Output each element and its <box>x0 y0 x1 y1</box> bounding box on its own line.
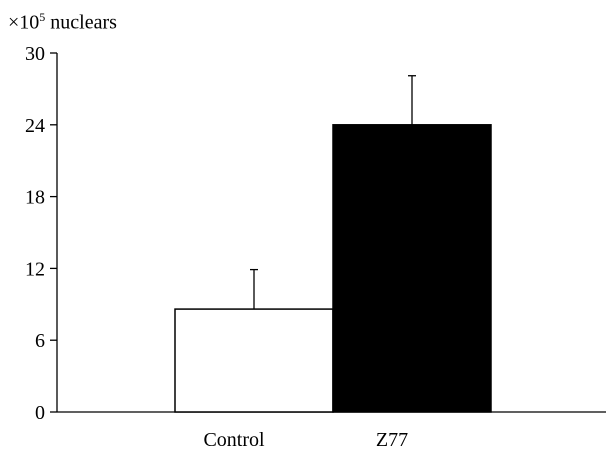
y-tick-label: 6 <box>35 330 45 352</box>
y-tick-label: 30 <box>25 43 45 65</box>
y-axis-unit-label: ×105 nuclears <box>8 10 117 35</box>
x-tick-labels: Control Z77 <box>203 429 408 450</box>
y-ticks: 0 6 12 18 24 30 <box>25 43 57 424</box>
unit-prefix: ×10 <box>8 11 40 34</box>
bars <box>174 124 492 413</box>
y-tick-label: 0 <box>35 402 45 424</box>
error-bars <box>250 75 416 310</box>
unit-suffix: nuclears <box>45 11 117 34</box>
unit-exponent: 5 <box>39 10 46 24</box>
y-tick-label: 12 <box>25 258 45 280</box>
x-tick-label: Control <box>203 429 265 450</box>
y-tick-label: 24 <box>25 115 45 137</box>
bar-z77 <box>332 124 492 413</box>
y-tick-label: 18 <box>25 187 45 209</box>
bar-control <box>174 308 334 413</box>
x-tick-label: Z77 <box>376 429 408 450</box>
